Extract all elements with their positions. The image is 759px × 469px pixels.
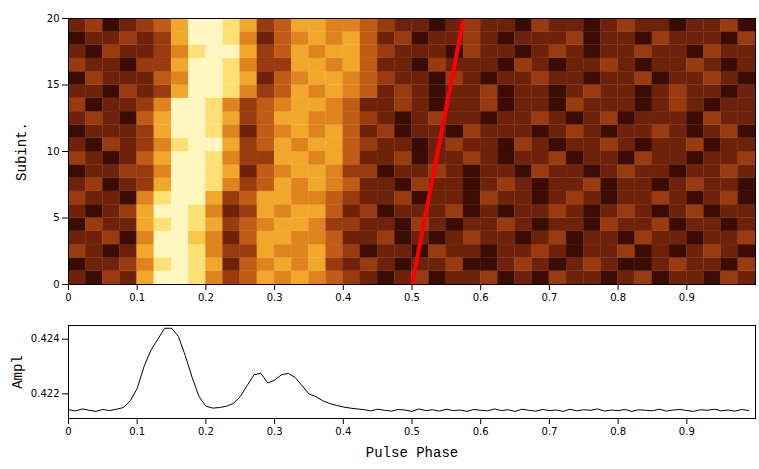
svg-text:0.7: 0.7: [541, 292, 557, 303]
svg-text:0.4: 0.4: [335, 292, 351, 303]
svg-text:0.9: 0.9: [679, 426, 695, 437]
svg-text:0.6: 0.6: [473, 426, 489, 437]
svg-text:0: 0: [65, 292, 71, 303]
svg-text:Subint.: Subint.: [14, 122, 30, 181]
svg-text:0.422: 0.422: [31, 388, 60, 399]
svg-text:10: 10: [47, 146, 60, 157]
svg-text:15: 15: [47, 79, 60, 90]
svg-text:0.1: 0.1: [129, 292, 145, 303]
svg-text:0.5: 0.5: [404, 426, 420, 437]
svg-text:0.2: 0.2: [198, 426, 214, 437]
svg-text:0.8: 0.8: [610, 292, 626, 303]
svg-text:0.3: 0.3: [267, 426, 283, 437]
svg-text:0.7: 0.7: [541, 426, 557, 437]
svg-text:Ampl: Ampl: [10, 355, 26, 389]
svg-text:0.2: 0.2: [198, 292, 214, 303]
svg-text:0: 0: [65, 426, 71, 437]
svg-text:5: 5: [53, 212, 59, 223]
svg-text:20: 20: [47, 13, 60, 24]
svg-text:0.5: 0.5: [404, 292, 420, 303]
svg-text:Pulse Phase: Pulse Phase: [366, 445, 458, 461]
svg-text:0.1: 0.1: [129, 426, 145, 437]
svg-text:0.4: 0.4: [335, 426, 351, 437]
svg-text:0.3: 0.3: [267, 292, 283, 303]
svg-text:0.6: 0.6: [473, 292, 489, 303]
svg-text:0.9: 0.9: [679, 292, 695, 303]
svg-text:0: 0: [53, 279, 59, 290]
svg-text:0.424: 0.424: [31, 333, 60, 344]
svg-text:0.8: 0.8: [610, 426, 626, 437]
